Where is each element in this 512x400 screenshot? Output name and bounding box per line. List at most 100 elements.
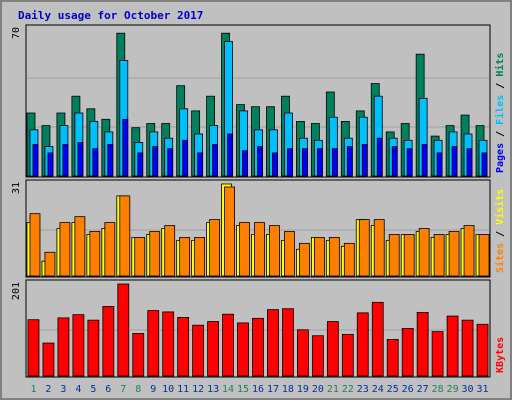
bar-pages-day-15 bbox=[242, 150, 248, 177]
bar-kbytes-day-19 bbox=[296, 329, 309, 377]
bar-kbytes-day-26 bbox=[401, 327, 414, 377]
bar-sites-day-18 bbox=[284, 231, 295, 277]
bar-kbytes-day-5 bbox=[87, 319, 100, 377]
bar-pages-day-16 bbox=[257, 146, 263, 177]
bar-sites-day-6 bbox=[104, 222, 116, 277]
bar-kbytes-day-2 bbox=[42, 342, 55, 377]
bar-sites-day-7 bbox=[119, 195, 131, 277]
bar-pages-day-24 bbox=[376, 137, 383, 177]
x-tick-label-1: 1 bbox=[30, 384, 36, 395]
panels-group: 70 Pages / Files / Hits 31 Sites / Visits 20… bbox=[11, 24, 506, 378]
bar-kbytes-day-12 bbox=[192, 324, 205, 377]
chart-title: Daily usage for October 2017 bbox=[18, 9, 203, 22]
bar-pages-day-12 bbox=[197, 152, 204, 177]
bar-sites-day-21 bbox=[328, 237, 340, 277]
bar-pages-day-17 bbox=[272, 152, 278, 177]
panel-sites-visits: 31 Sites / Visits bbox=[11, 179, 506, 278]
bar-sites-day-4 bbox=[74, 216, 86, 277]
right-labels-pages-files-hits: Pages / Files / Hits bbox=[494, 53, 506, 173]
right-axis-label-pages-files-hits: Pages / Files / Hits bbox=[494, 53, 506, 173]
bar-pages-day-29 bbox=[451, 146, 458, 177]
bar-kbytes-day-27 bbox=[416, 311, 429, 377]
x-tick-label-25: 25 bbox=[387, 384, 399, 395]
right-label-sep: / bbox=[495, 225, 506, 243]
right-axis-label-kbytes: KBytes bbox=[495, 337, 506, 373]
right-label-sep: / bbox=[495, 77, 506, 95]
bar-pages-day-30 bbox=[466, 148, 473, 177]
right-label-visits: Visits bbox=[494, 189, 506, 225]
x-tick-label-10: 10 bbox=[162, 384, 174, 395]
bar-sites-day-8 bbox=[134, 237, 146, 277]
bar-sites-day-15 bbox=[239, 222, 250, 277]
bar-kbytes-day-7 bbox=[117, 283, 130, 377]
bar-sites-day-1 bbox=[29, 213, 41, 277]
panel-kbytes: 201 KBytes bbox=[11, 279, 506, 378]
bar-pages-day-28 bbox=[436, 152, 443, 177]
bar-sites-day-29 bbox=[448, 231, 460, 277]
bar-sites-day-27 bbox=[418, 228, 430, 277]
panel-pages-files-hits: 70 Pages / Files / Hits bbox=[11, 24, 506, 178]
x-tick-label-17: 17 bbox=[267, 384, 279, 395]
bar-pages-day-21 bbox=[331, 148, 338, 177]
ymax-label-sites-visits: 31 bbox=[11, 182, 22, 194]
right-label-sites: Sites bbox=[494, 243, 506, 273]
bar-kbytes-day-16 bbox=[252, 317, 264, 377]
bar-kbytes-day-17 bbox=[267, 309, 279, 377]
bar-pages-day-26 bbox=[406, 148, 413, 177]
bar-pages-day-23 bbox=[361, 144, 368, 177]
bar-sites-day-24 bbox=[373, 219, 385, 277]
x-tick-label-9: 9 bbox=[150, 384, 156, 395]
bar-pages-day-6 bbox=[107, 144, 114, 177]
bar-kbytes-day-3 bbox=[57, 317, 70, 377]
bar-sites-day-12 bbox=[194, 237, 206, 277]
bar-pages-day-19 bbox=[301, 148, 308, 177]
bar-kbytes-day-1 bbox=[27, 319, 40, 377]
x-tick-label-3: 3 bbox=[60, 384, 66, 395]
bar-pages-day-31 bbox=[481, 152, 488, 177]
bar-kbytes-day-8 bbox=[132, 333, 145, 377]
right-label-sep: / bbox=[495, 125, 506, 143]
right-axis-label-sites-visits: Sites / Visits bbox=[494, 189, 506, 273]
bar-sites-day-19 bbox=[298, 242, 310, 277]
x-tick-label-31: 31 bbox=[476, 384, 488, 395]
x-tick-label-8: 8 bbox=[135, 384, 141, 395]
right-label-hits: Hits bbox=[494, 53, 506, 77]
bar-kbytes-day-10 bbox=[162, 311, 175, 377]
x-tick-label-26: 26 bbox=[402, 384, 414, 395]
ymax-label-kbytes: 201 bbox=[11, 282, 22, 300]
right-labels-kbytes: KBytes bbox=[495, 337, 506, 373]
x-tick-label-30: 30 bbox=[462, 384, 474, 395]
x-tick-label-29: 29 bbox=[447, 384, 459, 395]
bar-sites-day-2 bbox=[44, 251, 56, 277]
bar-kbytes-day-11 bbox=[177, 317, 190, 377]
ymax-label-pages-files-hits: 70 bbox=[11, 27, 22, 39]
x-tick-label-28: 28 bbox=[432, 384, 444, 395]
bar-sites-day-11 bbox=[179, 237, 191, 277]
bar-pages-day-20 bbox=[316, 148, 323, 177]
bar-kbytes-day-24 bbox=[371, 301, 384, 377]
x-tick-label-14: 14 bbox=[222, 384, 234, 395]
x-tick-label-6: 6 bbox=[105, 384, 111, 395]
bar-kbytes-day-18 bbox=[282, 308, 294, 377]
bar-pages-day-4 bbox=[77, 141, 84, 177]
bar-sites-day-23 bbox=[358, 219, 370, 277]
x-tick-label-16: 16 bbox=[252, 384, 264, 395]
bar-sites-day-3 bbox=[59, 222, 71, 277]
bar-pages-day-1 bbox=[32, 144, 39, 177]
right-label-files: Files bbox=[494, 95, 506, 125]
x-tick-label-15: 15 bbox=[237, 384, 249, 395]
bar-sites-day-16 bbox=[254, 222, 265, 277]
bar-pages-day-13 bbox=[212, 144, 219, 177]
bar-sites-day-17 bbox=[269, 225, 280, 277]
bar-kbytes-day-15 bbox=[237, 322, 249, 377]
bar-pages-day-25 bbox=[391, 146, 398, 177]
bar-sites-day-28 bbox=[433, 234, 445, 277]
bar-kbytes-day-9 bbox=[147, 310, 160, 377]
bar-kbytes-day-21 bbox=[326, 321, 339, 377]
bar-kbytes-day-4 bbox=[72, 314, 85, 377]
bar-kbytes-day-23 bbox=[356, 312, 369, 377]
x-tick-label-27: 27 bbox=[417, 384, 429, 395]
x-tick-label-24: 24 bbox=[372, 384, 384, 395]
bar-pages-day-2 bbox=[47, 152, 54, 177]
x-tick-label-12: 12 bbox=[192, 384, 204, 395]
